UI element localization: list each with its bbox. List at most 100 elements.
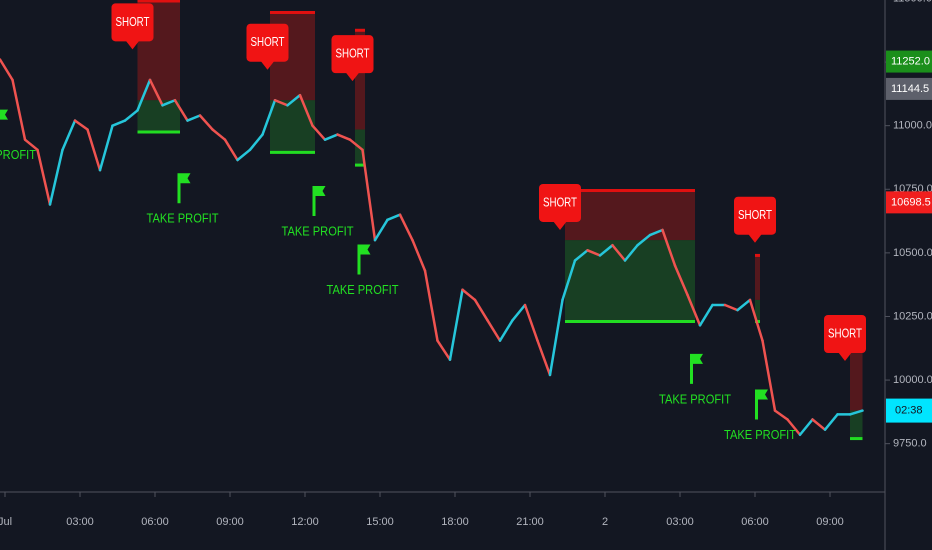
price-segment bbox=[773, 409, 789, 421]
price-segment bbox=[386, 213, 402, 222]
price-segment bbox=[236, 148, 252, 162]
short-pointer bbox=[260, 60, 275, 70]
price-segment bbox=[361, 148, 377, 242]
take-profit-label: TAKE PROFIT bbox=[724, 427, 796, 442]
price-segment bbox=[0, 58, 14, 82]
price-segment bbox=[111, 119, 127, 127]
x-tick-label: 18:00 bbox=[441, 516, 469, 528]
price-segment bbox=[61, 119, 77, 152]
take-profit: TAKE PROFIT bbox=[282, 185, 354, 238]
price-segment bbox=[748, 298, 764, 342]
price-segment bbox=[286, 93, 302, 107]
short-badge bbox=[111, 3, 154, 42]
take-profit: TAKE PROFIT bbox=[659, 353, 731, 406]
flag bbox=[312, 185, 326, 216]
price-segment bbox=[848, 409, 864, 416]
price-segment bbox=[648, 228, 664, 237]
short-signal: SHORT bbox=[824, 314, 866, 361]
y-tick-label: 10500.0 bbox=[893, 247, 932, 259]
x-tick-label: 03:00 bbox=[666, 516, 694, 528]
price-badge bbox=[886, 50, 932, 73]
take-profit-label: TAKE PROFIT bbox=[659, 391, 731, 406]
y-tick-label: 11500.0 bbox=[893, 0, 932, 4]
price-segment bbox=[186, 114, 202, 122]
price-segment bbox=[536, 339, 552, 377]
price-segment bbox=[523, 303, 539, 342]
short-badge bbox=[539, 183, 581, 222]
countdown-badge bbox=[886, 398, 932, 423]
short-label: SHORT bbox=[828, 325, 862, 340]
x-tick-label: 06:00 bbox=[141, 516, 169, 528]
countdown-label: 02:38 bbox=[895, 404, 923, 416]
short-pointer bbox=[748, 233, 762, 243]
x-tick-label: 21:00 bbox=[516, 516, 544, 528]
short-badge bbox=[734, 196, 776, 235]
price-segment bbox=[511, 303, 527, 322]
flag bbox=[0, 109, 8, 120]
take-profit: TAKE PROFIT bbox=[327, 244, 399, 297]
price-segment bbox=[136, 78, 152, 112]
stop-zone bbox=[755, 255, 760, 300]
price-segment bbox=[11, 78, 27, 141]
short-pointer bbox=[345, 72, 360, 82]
price-segment bbox=[636, 233, 652, 247]
price-segment bbox=[823, 413, 839, 431]
price-segment bbox=[811, 418, 827, 431]
price-segment bbox=[348, 138, 364, 152]
short-label: SHORT bbox=[116, 14, 150, 29]
price-segment bbox=[211, 128, 227, 141]
flag bbox=[690, 353, 703, 384]
price-badge-label: 10698.5 bbox=[891, 196, 931, 208]
price-segment bbox=[723, 303, 739, 312]
price-badge-label: 11252.0 bbox=[891, 55, 930, 67]
y-tick-label: 10250.0 bbox=[893, 310, 932, 322]
price-segment bbox=[786, 418, 802, 437]
price-badge-label: 11144.5 bbox=[891, 83, 929, 95]
short-badge bbox=[824, 314, 866, 353]
price-segment bbox=[261, 98, 277, 136]
take-profit: TAKE PROFIT bbox=[724, 389, 796, 442]
flag bbox=[357, 244, 371, 275]
price-segment bbox=[411, 238, 427, 272]
profit-zone bbox=[850, 410, 863, 439]
price-segment bbox=[461, 288, 477, 302]
short-badge bbox=[246, 23, 289, 62]
price-segment bbox=[661, 228, 677, 267]
price-segment bbox=[173, 98, 189, 122]
price-segment bbox=[248, 133, 264, 152]
x-tick-label: Jul bbox=[0, 516, 12, 528]
take-profit-label: TAKE PROFIT bbox=[147, 211, 219, 226]
price-segment bbox=[548, 298, 564, 377]
price-badge bbox=[886, 191, 932, 214]
short-signal: SHORT bbox=[331, 35, 374, 82]
price-segment bbox=[98, 124, 114, 172]
price-segment bbox=[798, 418, 814, 437]
short-badge bbox=[331, 35, 374, 74]
x-tick-label: 15:00 bbox=[366, 516, 394, 528]
take-profit-label: TAKE PROFIT bbox=[0, 147, 36, 162]
price-segment bbox=[23, 138, 39, 152]
y-tick-label: 11000.0 bbox=[893, 120, 932, 132]
y-tick-label: 9750.0 bbox=[893, 438, 927, 450]
price-segment bbox=[498, 319, 514, 342]
price-segment bbox=[486, 319, 502, 342]
short-pointer bbox=[553, 220, 567, 230]
take-profit-label: TAKE PROFIT bbox=[327, 282, 399, 297]
price-segment bbox=[423, 269, 439, 342]
price-segment bbox=[73, 119, 89, 131]
short-pointer bbox=[838, 351, 852, 361]
price-segment bbox=[673, 264, 689, 297]
price-segment bbox=[298, 93, 314, 127]
profit-zone bbox=[270, 100, 315, 153]
y-tick-label: 10000.0 bbox=[893, 374, 932, 386]
price-segment bbox=[86, 128, 102, 172]
price-segment bbox=[561, 259, 577, 302]
x-tick-label: 03:00 bbox=[66, 516, 94, 528]
x-tick-label: 12:00 bbox=[291, 516, 319, 528]
short-pointer bbox=[125, 40, 140, 50]
stop-zone bbox=[850, 340, 863, 411]
price-segment bbox=[123, 109, 139, 122]
short-signal: SHORT bbox=[246, 23, 289, 70]
short-label: SHORT bbox=[336, 46, 370, 61]
price-segment bbox=[611, 243, 627, 262]
